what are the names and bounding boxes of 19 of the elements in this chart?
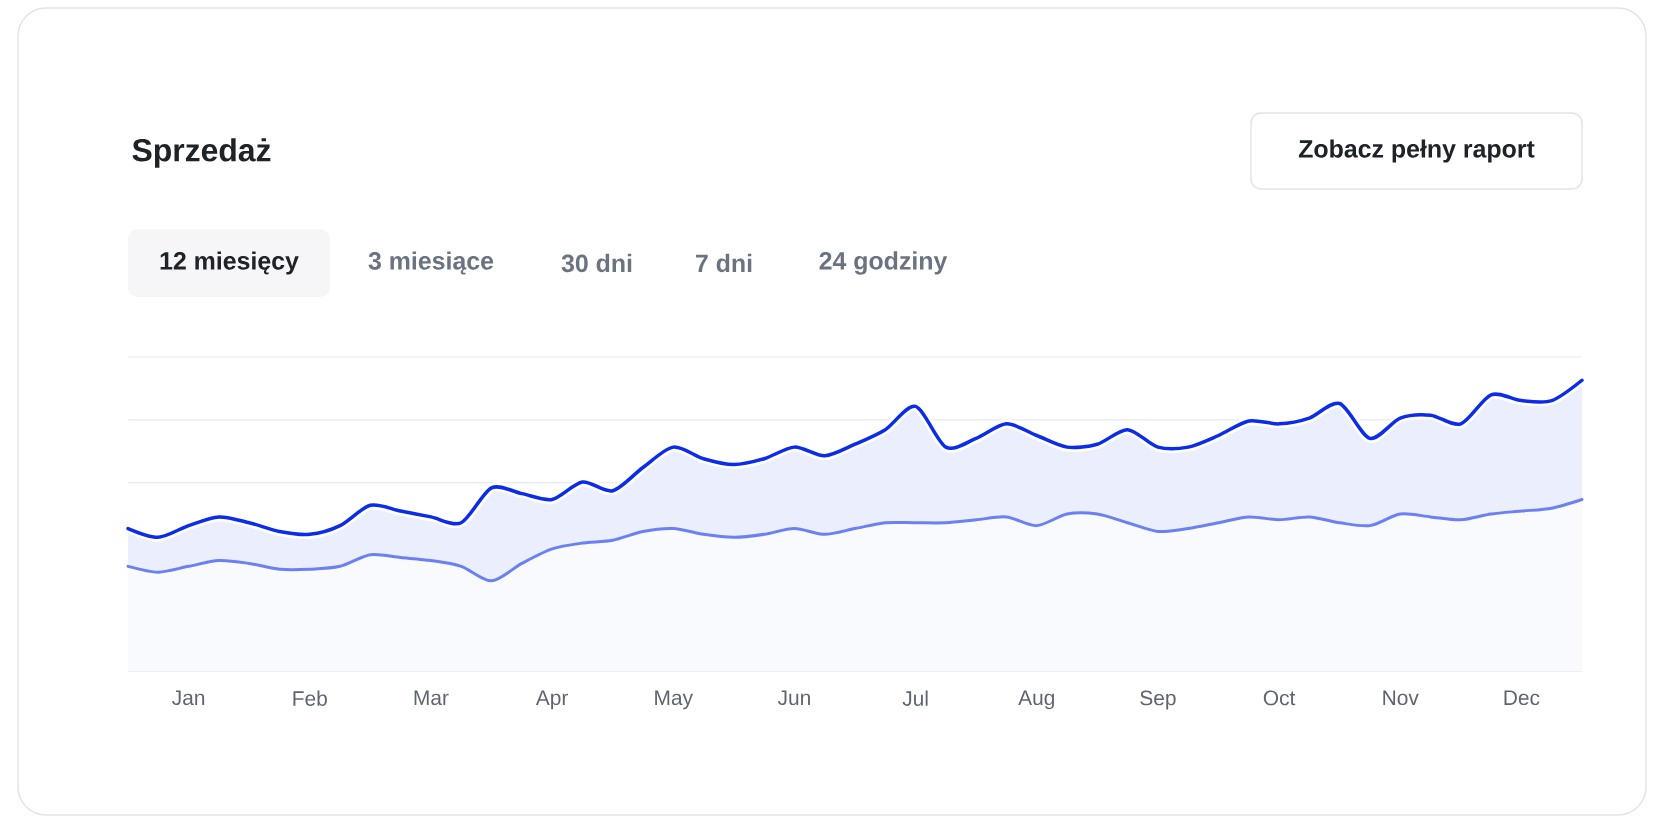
- x-tick-label: Nov: [1383, 690, 1419, 706]
- x-tick-label: Oct: [1263, 690, 1296, 706]
- x-tick-label: Mar: [414, 690, 449, 706]
- x-tick-label: Sep: [1140, 690, 1176, 710]
- text: 30 dni: [561, 253, 632, 273]
- x-tick-label: Dec: [1504, 690, 1540, 706]
- text: 3 miesiące: [368, 251, 494, 275]
- text: 24 godziny: [819, 251, 948, 275]
- x-tick-label: Feb: [293, 690, 327, 706]
- text: Zobacz pełny raport: [1298, 139, 1535, 163]
- x-tick-label: Aug: [1018, 690, 1055, 710]
- x-tick-label: May: [655, 690, 693, 710]
- text: 7 dni: [696, 253, 752, 273]
- x-tick-label: Jul: [902, 690, 928, 706]
- x-tick-label: Jun: [777, 690, 810, 706]
- chart-title: Sprzedaż: [132, 138, 271, 168]
- x-tick-label: Apr: [535, 690, 569, 710]
- text: 12 miesięcy: [160, 251, 299, 275]
- x-tick-label: Jan: [172, 690, 205, 706]
